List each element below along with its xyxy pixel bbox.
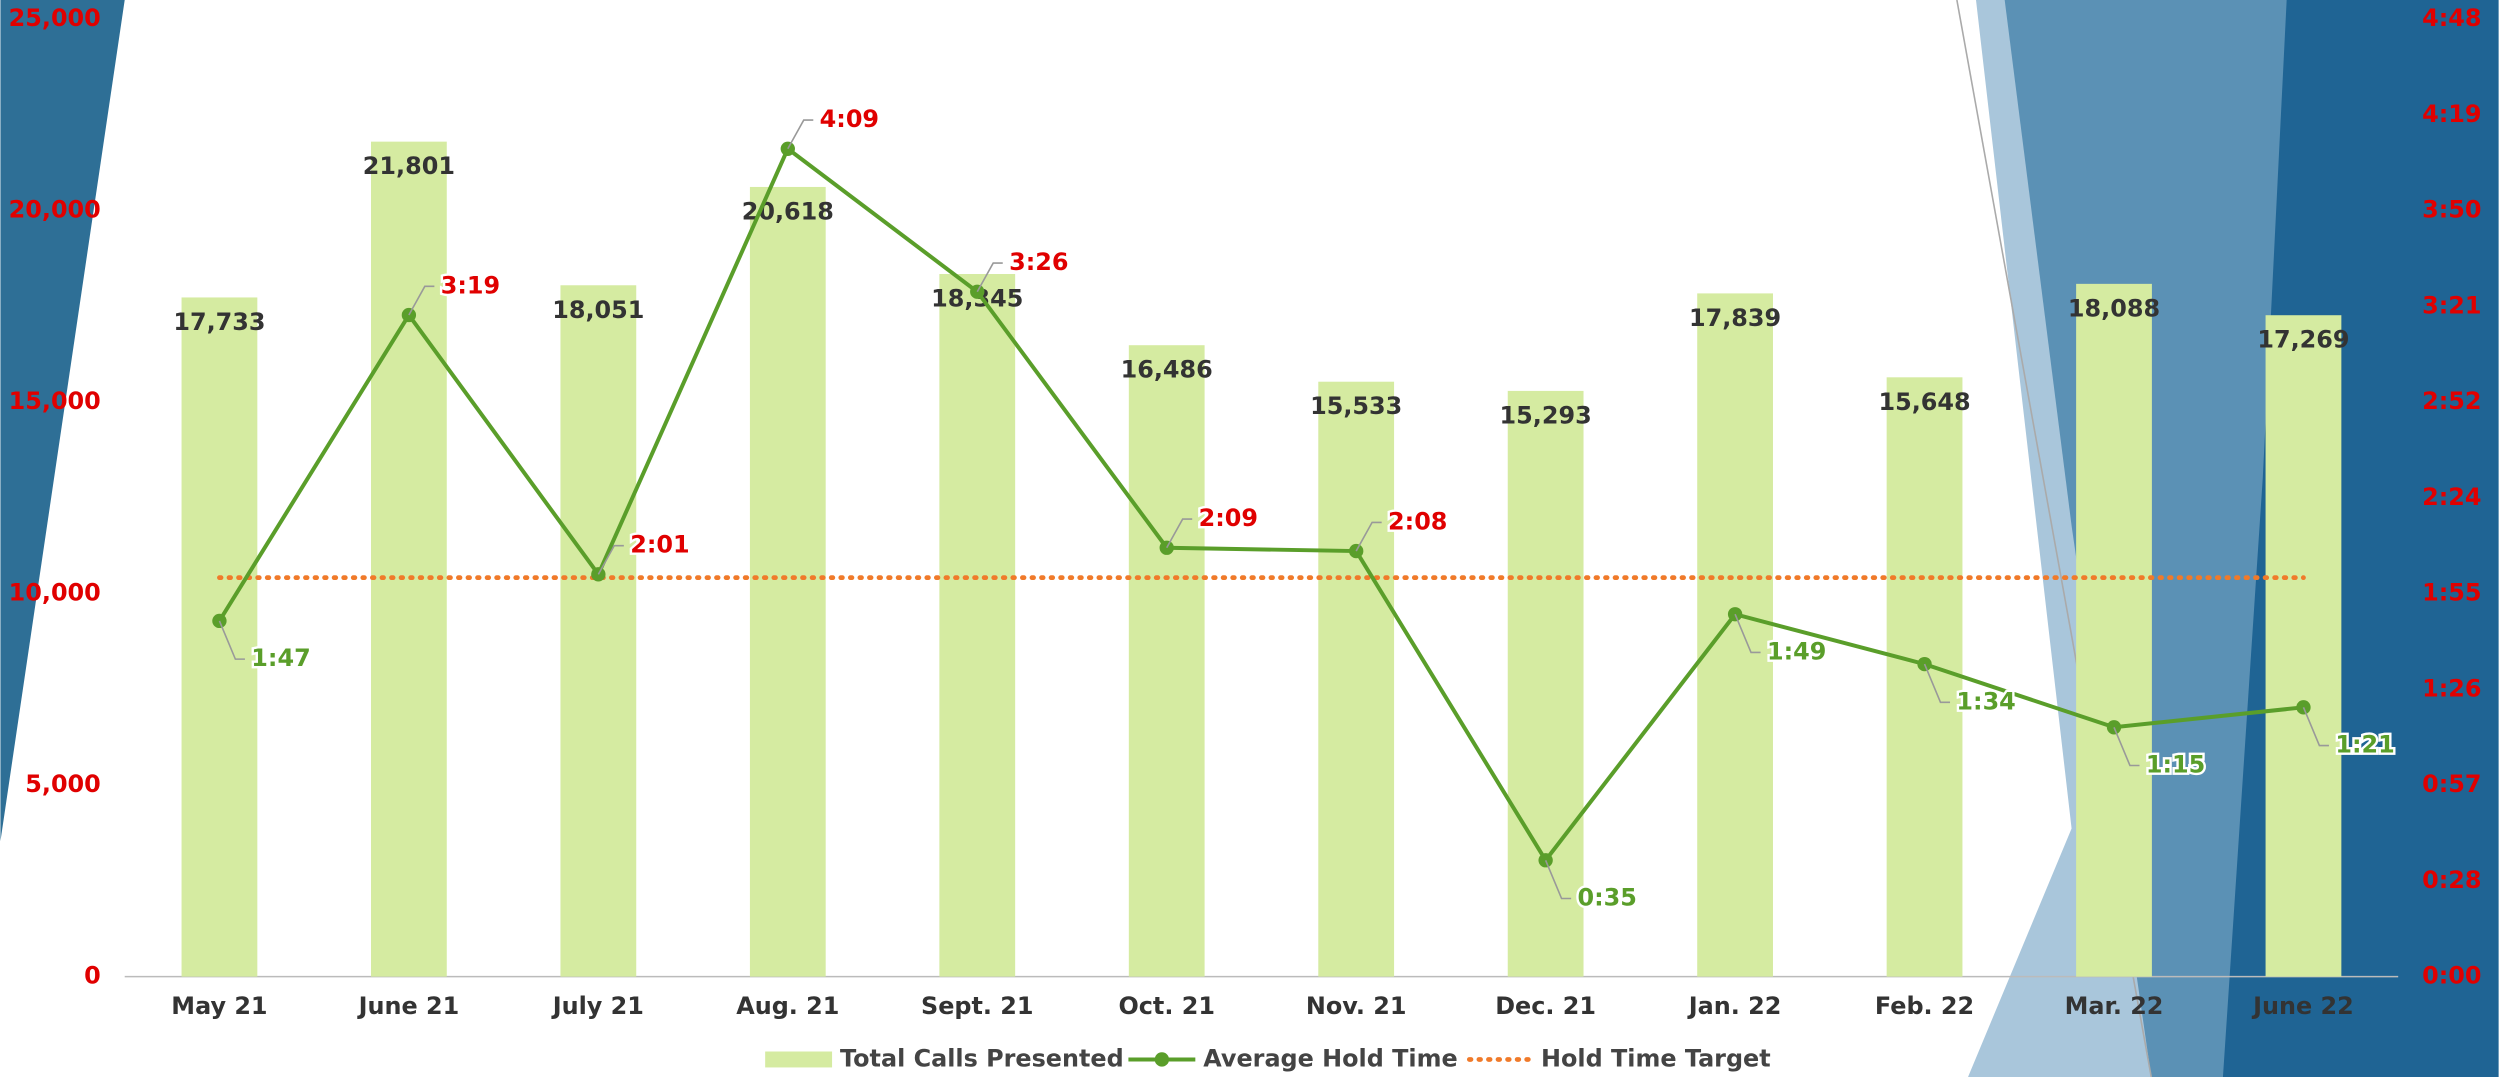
y-tick-label: 5,000	[25, 770, 101, 798]
bar	[370, 141, 447, 977]
y2-tick-label: 0:57	[2422, 770, 2481, 798]
y2-tick-label: 1:26	[2422, 674, 2481, 702]
bar-label: 15,533	[1310, 392, 1402, 420]
leader-line	[976, 262, 1003, 293]
x-tick-label: Mar. 22	[2065, 992, 2164, 1020]
x-tick-label: Nov. 21	[1306, 992, 1407, 1020]
line-point	[1917, 656, 1932, 672]
bar	[1886, 377, 1963, 977]
bar	[749, 186, 826, 977]
line-label: 0:35	[1577, 884, 1636, 912]
x-tick-label: Feb. 22	[1875, 992, 1974, 1020]
x-tick-label: Oct. 21	[1118, 992, 1214, 1020]
bar-label: 18,051	[552, 296, 644, 324]
line-point	[2296, 700, 2311, 715]
x-tick-label: May 21	[171, 992, 267, 1020]
x-tick-label: Sept. 21	[921, 992, 1033, 1020]
x-tick-label: June 21	[357, 992, 460, 1020]
y2-tick-label: 4:19	[2422, 100, 2481, 128]
leader-line	[2302, 707, 2329, 747]
y2-tick-label: 3:21	[2422, 291, 2481, 319]
y-tick-label: 10,000	[9, 579, 101, 607]
line-label: 1:49	[1767, 637, 1826, 665]
bar	[2265, 315, 2342, 977]
leader-line	[2113, 726, 2140, 767]
bar-label: 17,269	[2257, 326, 2349, 354]
y2-tick-label: 2:52	[2422, 387, 2481, 415]
bar-label: 17,839	[1689, 304, 1781, 332]
bar	[939, 274, 1016, 977]
legend-swatch	[765, 1051, 833, 1068]
y2-tick-label: 4:48	[2422, 4, 2481, 32]
legend-label: Hold Time Target	[1541, 1044, 1771, 1072]
x-tick-label: June 22	[2251, 992, 2354, 1020]
leader-line	[1544, 859, 1572, 900]
line-label: 2:01	[630, 531, 689, 559]
y-tick-label: 0	[84, 962, 101, 990]
y2-tick-label: 1:55	[2422, 579, 2481, 607]
legend-label: Total Calls Presented	[840, 1044, 1124, 1072]
y-tick-label: 20,000	[9, 196, 101, 224]
line-label: 4:09	[820, 105, 879, 133]
line	[217, 145, 2304, 864]
y2-tick-label: 0:28	[2422, 866, 2481, 894]
line-label: 1:21	[2335, 731, 2394, 759]
leader-line	[218, 620, 245, 660]
leader-line	[597, 544, 624, 575]
line-label: 3:26	[1009, 248, 1068, 276]
legend-label: Average Hold Time	[1203, 1044, 1457, 1072]
y-tick-label: 15,000	[9, 387, 101, 415]
leader-line	[1734, 613, 1761, 654]
line-point	[1159, 540, 1174, 555]
x-tick-label: Jan. 22	[1687, 992, 1782, 1020]
x-tick-label: July 21	[551, 992, 644, 1020]
y2-tick-label: 0:00	[2422, 962, 2481, 990]
line-label: 2:09	[1199, 504, 1258, 532]
x-tick-label: Dec. 21	[1495, 992, 1596, 1020]
bar-label: 15,293	[1500, 401, 1592, 429]
leader-line	[1355, 521, 1382, 552]
y-tick-label: 25,000	[9, 4, 101, 32]
bar	[1507, 390, 1584, 977]
bar	[2076, 283, 2152, 977]
legend-swatch	[1154, 1052, 1170, 1067]
line-label: 1:15	[2146, 751, 2205, 779]
bar	[1128, 345, 1205, 977]
decor	[0, 0, 125, 842]
leader-line	[787, 119, 814, 150]
leader-line	[1923, 663, 1951, 704]
line-label: 2:08	[1388, 507, 1447, 535]
x-tick-label: Aug. 21	[736, 992, 839, 1020]
y2-tick-label: 3:50	[2422, 196, 2481, 224]
bar-label: 18,088	[2068, 294, 2160, 322]
bar	[1318, 381, 1395, 977]
leader-line	[1166, 518, 1193, 549]
line-label: 3:19	[441, 271, 500, 299]
line-label: 1:47	[251, 644, 310, 672]
bar	[1697, 293, 1773, 977]
bar-label: 21,801	[363, 152, 455, 180]
bar-label: 15,648	[1878, 388, 1970, 416]
line-label: 1:34	[1956, 687, 2015, 715]
bar-label: 17,733	[173, 308, 265, 336]
bar-label: 16,486	[1121, 356, 1213, 384]
y2-tick-label: 2:24	[2422, 483, 2481, 511]
bar	[560, 285, 637, 977]
leader-line	[408, 285, 435, 316]
bar	[181, 297, 258, 977]
